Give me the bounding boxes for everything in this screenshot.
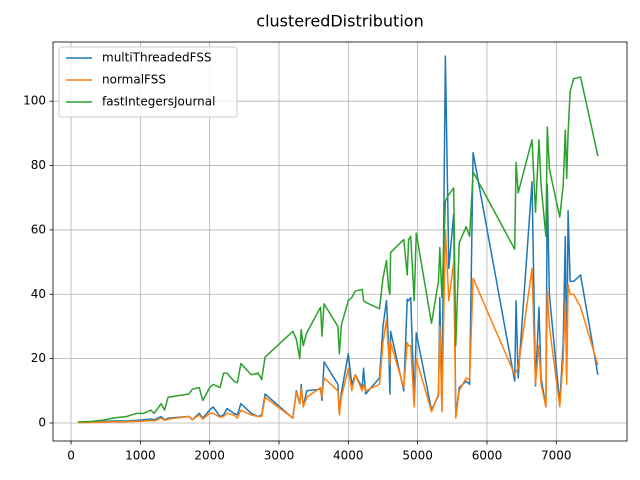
x-tick-label: 1000 xyxy=(125,449,156,463)
x-tick-label: 2000 xyxy=(194,449,225,463)
legend: multiThreadedFSS normalFSS fastIntegersJou… xyxy=(58,46,238,118)
x-tick-label: 4000 xyxy=(333,449,364,463)
x-tick-label: 3000 xyxy=(264,449,295,463)
legend-box xyxy=(58,46,238,118)
x-tick-label: 7000 xyxy=(541,449,572,463)
x-tick-label: 0 xyxy=(67,449,75,463)
y-tick-label: 40 xyxy=(31,287,46,301)
axes-frame xyxy=(52,41,628,442)
x-tick-label: 6000 xyxy=(472,449,503,463)
y-tick-label: 60 xyxy=(31,222,46,236)
x-tick-label: 5000 xyxy=(402,449,433,463)
legend-label: multiThreadedFSS xyxy=(102,51,212,65)
y-tick-label: 80 xyxy=(31,158,46,172)
legend-label: fastIntegersJournal xyxy=(102,95,215,109)
chart-title: clusteredDistribution xyxy=(256,12,423,31)
y-tick-label: 0 xyxy=(38,415,46,429)
series-line xyxy=(77,229,599,424)
y-tick-label: 100 xyxy=(23,94,46,108)
series-line xyxy=(77,55,599,424)
y-tick-label: 20 xyxy=(31,351,46,365)
legend-label: normalFSS xyxy=(102,73,166,87)
series-line xyxy=(77,76,599,423)
